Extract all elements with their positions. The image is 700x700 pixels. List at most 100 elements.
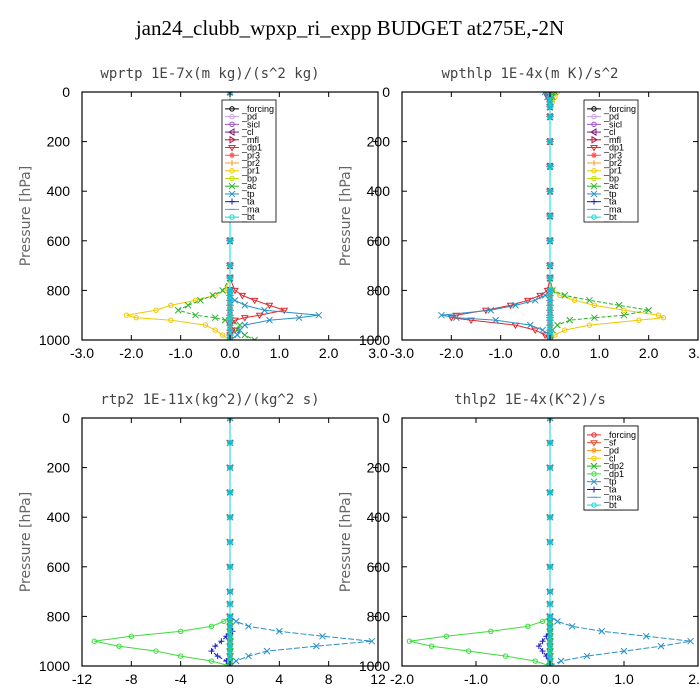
data-point [227, 618, 233, 625]
data-point [227, 287, 233, 294]
data-point [153, 307, 159, 313]
legend-marker [590, 128, 597, 136]
legend: _forcing_pd_sicl_cl_mfl_dp1_pr3_pr2_pr1_… [583, 99, 639, 223]
data-point [240, 315, 249, 322]
data-point [547, 628, 553, 634]
data-point [153, 648, 159, 654]
data-point [177, 653, 184, 659]
data-point [168, 317, 174, 323]
data-point [547, 138, 553, 145]
data-point [227, 317, 233, 323]
panel-4: thlp2 1E-4x(K^2)/s Pressure [hPa] -2.0 -1.0… [338, 392, 700, 687]
data-point [265, 302, 274, 310]
data-point [227, 327, 233, 333]
data-point [280, 307, 289, 315]
x-tick-label: -8 [125, 671, 138, 687]
legend-label: _mfl [241, 135, 259, 145]
data-point [214, 653, 221, 660]
x-tick-label: 2.0 [319, 345, 339, 361]
data-point [547, 317, 553, 323]
legend-marker [591, 160, 597, 166]
series-group [438, 92, 667, 340]
data-point [547, 287, 553, 294]
legend-marker [591, 455, 597, 461]
data-point [227, 238, 233, 244]
data-point [447, 315, 456, 322]
x-tick-label: 0 [226, 671, 234, 687]
data-point [312, 642, 320, 650]
legend-marker [591, 198, 597, 205]
x-tick-label: -2.0 [390, 671, 414, 687]
y-tick-label: 400 [367, 183, 391, 199]
x-tick-label: -1.0 [169, 345, 193, 361]
data-point [428, 643, 435, 649]
data-point [208, 623, 215, 630]
data-point [547, 292, 553, 299]
data-point [226, 92, 234, 96]
data-point [620, 647, 628, 655]
data-point [251, 336, 259, 340]
panel-title: wpthlp 1E-4x(m K)/s^2 [441, 66, 618, 82]
x-tick-label: 3.0 [688, 345, 700, 361]
data-point [219, 332, 226, 338]
legend-marker [591, 175, 597, 182]
y-tick-label: 400 [47, 183, 71, 199]
data-point [212, 327, 218, 333]
data-point [568, 622, 576, 630]
data-point [547, 163, 553, 170]
legend-marker [590, 182, 598, 190]
data-point [227, 275, 233, 281]
legend: _forcing_sf_pd_cl_dp2_dp1_tp_ta_ma_bt [583, 425, 639, 511]
legend-label: _mfl [603, 135, 621, 145]
data-point [557, 657, 565, 665]
data-point [227, 314, 233, 321]
legend-marker [590, 145, 598, 152]
legend-label: _ta [241, 197, 255, 207]
data-point [227, 653, 233, 659]
data-point [315, 311, 323, 319]
data-point [546, 418, 554, 422]
data-point [547, 302, 553, 308]
series-line [441, 92, 551, 340]
data-point [561, 292, 569, 299]
data-point [539, 648, 546, 655]
legend-marker [590, 190, 598, 198]
data-point [406, 638, 413, 644]
data-point [227, 489, 233, 496]
legend-marker [229, 152, 235, 159]
data-point [236, 326, 244, 334]
legend-label: _ma [241, 204, 260, 214]
data-point [227, 564, 233, 570]
data-point [523, 297, 532, 305]
y-axis-label: Pressure [hPa] [18, 492, 34, 592]
data-point [547, 275, 553, 281]
x-tick-label: 0.0 [220, 345, 240, 361]
panel-title: wprtp 1E-7x(m kg)/(s^2 kg) [100, 66, 319, 82]
legend-marker [228, 190, 236, 198]
data-point [221, 618, 227, 625]
data-point [655, 312, 662, 318]
series-group [406, 418, 694, 666]
data-point [219, 287, 226, 294]
data-point [197, 296, 204, 304]
x-tick-label: -1.0 [464, 671, 488, 687]
legend-marker [591, 113, 597, 120]
data-point [525, 623, 531, 630]
series-line [549, 418, 691, 666]
data-point [208, 658, 215, 664]
data-point [660, 314, 667, 321]
y-tick-label: 1000 [359, 332, 390, 348]
x-tick-label: -3.0 [390, 345, 414, 361]
data-point [226, 418, 234, 422]
data-point [245, 622, 252, 630]
data-point [227, 539, 233, 545]
figure-title: jan24_clubb_wpxp_ri_expp BUDGET at275E,-… [135, 16, 565, 40]
legend-label: _pd [603, 446, 619, 456]
data-point [547, 638, 553, 644]
panel-title: thlp2 1E-4x(K^2)/s [454, 392, 606, 408]
legend-label: _dp2 [603, 461, 624, 471]
data-point [212, 643, 219, 650]
x-tick-label: 8 [325, 671, 333, 687]
data-point [241, 301, 249, 309]
